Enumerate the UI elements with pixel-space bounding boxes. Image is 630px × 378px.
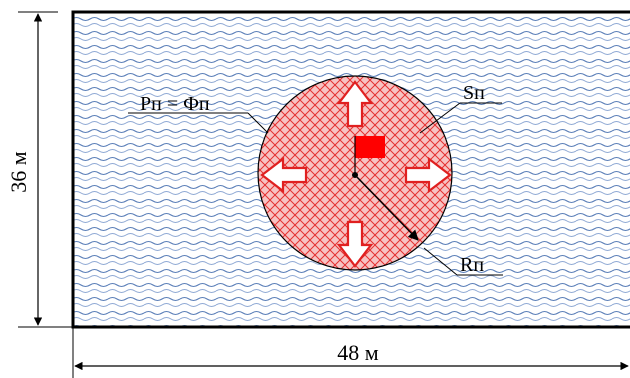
height-dimension [18, 11, 73, 328]
radius-label: Rп [460, 254, 484, 276]
red-square-icon [355, 136, 385, 158]
hollow-arrow-icon-down [336, 220, 374, 268]
width-label: 48 м [337, 340, 379, 365]
perimeter-leader [128, 112, 269, 134]
hollow-arrow-icon-up [336, 80, 374, 128]
radius-arrow [354, 174, 419, 241]
area-leader [419, 102, 502, 134]
hollow-arrow-icon-left [260, 156, 308, 194]
area-label: Sп [463, 82, 485, 104]
hollow-arrow-icon-right [404, 156, 452, 194]
radius-leader [423, 247, 503, 276]
room-border [71, 10, 630, 329]
width-dimension [72, 327, 629, 378]
height-label: 36 м [6, 151, 31, 193]
perimeter-label: Pп = Фп [140, 93, 210, 115]
